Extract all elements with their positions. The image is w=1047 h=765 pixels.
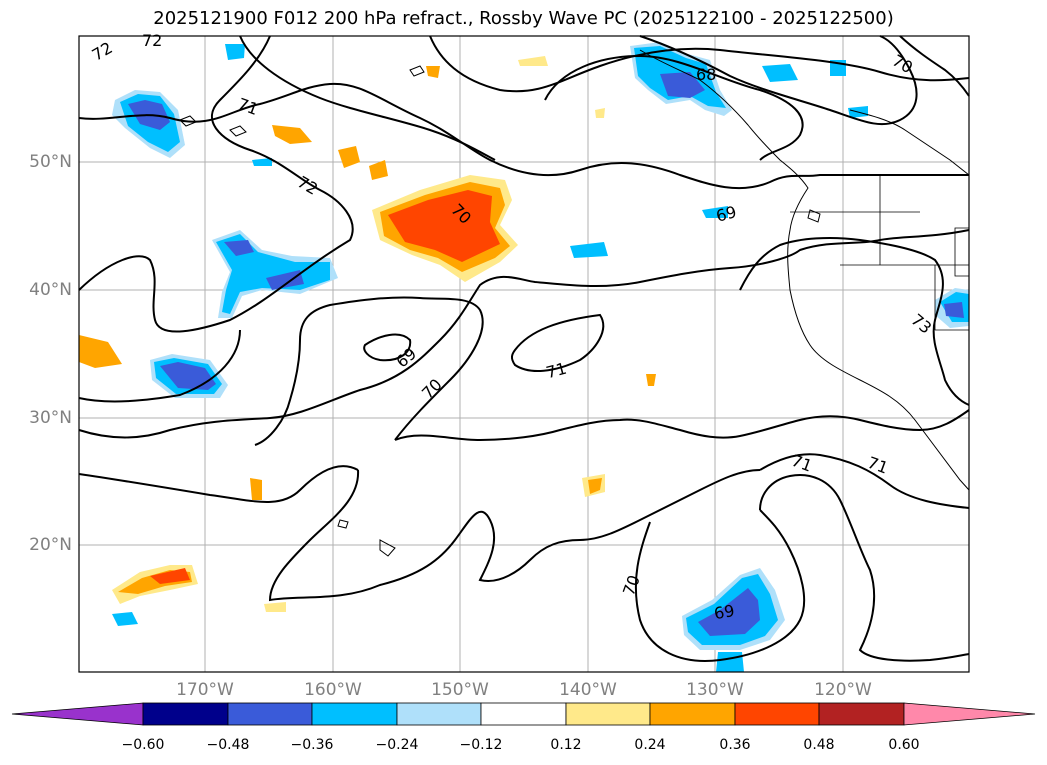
lon-label-160w: 160°W [304, 680, 362, 700]
colorbar-tick: −0.12 [459, 737, 503, 753]
contour-label: 72 [142, 31, 162, 50]
state-borders [790, 175, 970, 331]
colorbar-extend-low [11, 702, 144, 726]
lon-label-130w: 130°W [686, 680, 744, 700]
contour-label: 71 [544, 359, 569, 383]
colorbar-tick: −0.36 [290, 737, 334, 753]
lat-label-30n: 30°N [29, 408, 72, 428]
colorbar-segment [227, 702, 313, 726]
colorbar-segment [311, 702, 398, 726]
lon-label-120w: 120°W [814, 680, 872, 700]
colorbar-tick: −0.24 [375, 737, 419, 753]
colorbar-segment [565, 702, 651, 726]
colorbar-tick: 0.24 [634, 737, 666, 753]
contour-label: 69 [714, 202, 739, 226]
contour-label: 68 [696, 65, 716, 84]
gridlines [79, 36, 969, 672]
colorbar-segment [818, 702, 905, 726]
colorbar-tick: 0.12 [550, 737, 582, 753]
coastline [179, 49, 970, 557]
colorbar-tick: 0.60 [888, 737, 920, 753]
lon-label-150w: 150°W [431, 680, 489, 700]
lat-label-40n: 40°N [29, 280, 72, 300]
colorbar-tick: 0.36 [719, 737, 751, 753]
colorbar-segment [649, 702, 736, 726]
shaded-anomalies [79, 42, 969, 672]
contour-lines [78, 35, 970, 662]
colorbar-segment [396, 702, 482, 726]
colorbar-segment [734, 702, 820, 726]
lat-label-50n: 50°N [29, 152, 72, 172]
colorbar-tick: −0.48 [206, 737, 250, 753]
colorbar-segment [142, 702, 229, 726]
contour-label: 69 [713, 601, 736, 623]
colorbar-extend-high [903, 702, 1036, 726]
lat-label-20n: 20°N [29, 535, 72, 555]
colorbar [11, 702, 1036, 726]
map-title: 2025121900 F012 200 hPa refract., Rossby… [153, 8, 894, 29]
colorbar-segment [480, 702, 567, 726]
colorbar-tick: 0.48 [803, 737, 835, 753]
colorbar-tick: −0.60 [121, 737, 165, 753]
lon-label-140w: 140°W [559, 680, 617, 700]
lon-label-170w: 170°W [176, 680, 234, 700]
